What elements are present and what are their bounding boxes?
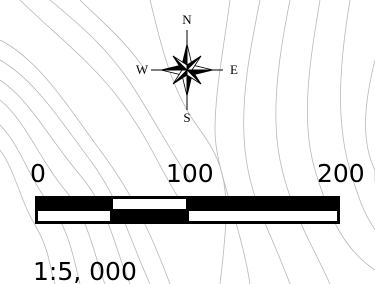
scale-bar xyxy=(35,196,340,224)
scale-label: 0 xyxy=(30,159,46,188)
scale-label: 200 m xyxy=(317,159,375,188)
map: N E S W 0 100 200 m 1:5, 000 xyxy=(0,0,375,284)
compass-west: W xyxy=(136,62,149,77)
scale-label: 100 xyxy=(166,159,214,188)
compass-east: E xyxy=(230,62,238,77)
compass-rose xyxy=(151,30,223,110)
compass-north: N xyxy=(182,12,192,27)
compass-south: S xyxy=(183,110,190,125)
scale-ratio: 1:5, 000 xyxy=(33,257,137,284)
